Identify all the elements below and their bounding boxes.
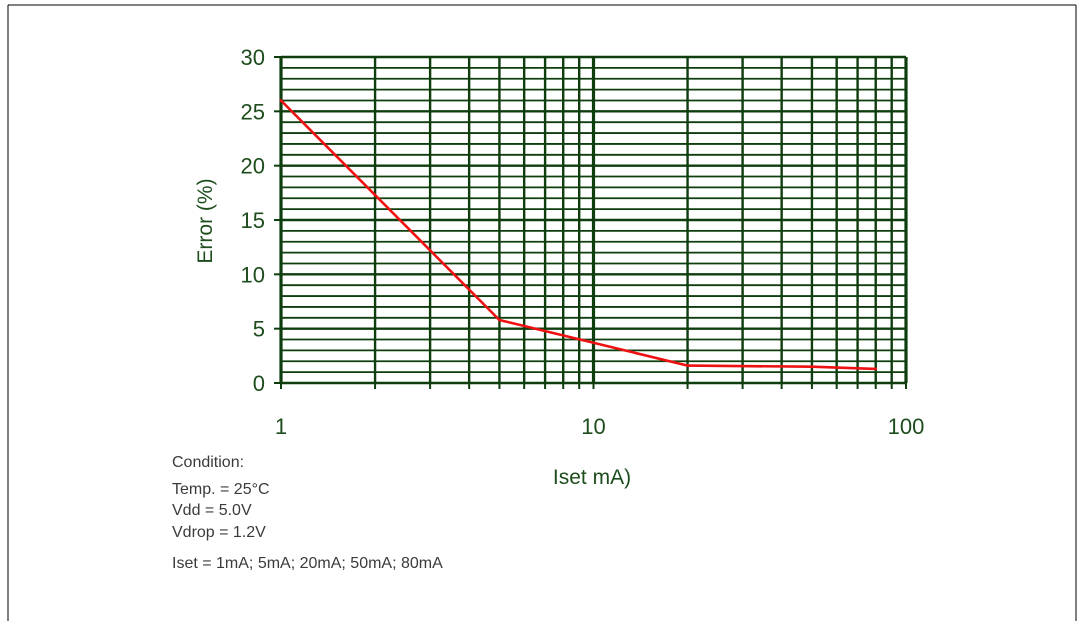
data-point [686, 364, 689, 368]
condition-iset: Iset = 1mA; 5mA; 20mA; 50mA; 80mA [172, 555, 443, 572]
condition-vdrop: Vdrop = 1.2V [172, 524, 266, 541]
condition-vdd: Vdd = 5.0V [172, 502, 252, 519]
data-point [810, 365, 814, 369]
series-layer [279, 99, 878, 371]
y-tick-label: 20 [241, 154, 265, 179]
x-tick-label: 10 [581, 414, 605, 439]
condition-temp: Temp. = 25°C [172, 481, 270, 498]
data-point [279, 99, 283, 102]
x-axis-label: Iset mA) [553, 466, 631, 489]
data-point [874, 367, 878, 371]
y-tick-label: 15 [241, 208, 265, 233]
y-tick-label: 30 [241, 45, 265, 70]
tick-labels: 0 5 10 15 20 25 30 1 10 100 [241, 45, 925, 439]
x-tick-label: 100 [888, 414, 925, 439]
condition-heading: Condition: [172, 454, 245, 471]
grid-layer [279, 55, 908, 385]
y-tick-label: 25 [241, 99, 265, 124]
y-tick-label: 5 [253, 317, 265, 342]
data-point [498, 318, 501, 322]
y-axis-label: Error (%) [194, 178, 217, 263]
y-tick-label: 0 [253, 371, 265, 396]
x-tick-label: 1 [275, 414, 287, 439]
y-tick-label: 10 [241, 262, 265, 287]
